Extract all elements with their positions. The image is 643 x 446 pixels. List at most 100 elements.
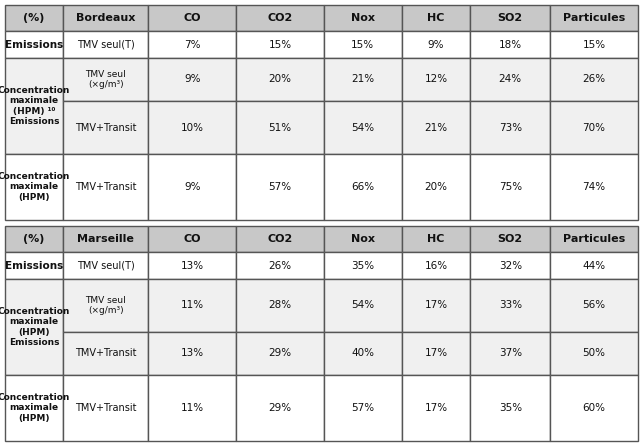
Text: 15%: 15% [583, 40, 606, 50]
Bar [550, 154, 638, 220]
Text: (%): (%) [24, 234, 45, 244]
Bar [63, 252, 148, 279]
Bar [324, 332, 401, 375]
Text: 35%: 35% [499, 403, 522, 413]
Bar [5, 5, 63, 31]
Bar [471, 101, 550, 154]
Bar [63, 154, 148, 220]
Bar [550, 101, 638, 154]
Bar [63, 58, 148, 101]
Text: 9%: 9% [428, 40, 444, 50]
Bar [148, 279, 236, 332]
Text: TMV+Transit: TMV+Transit [75, 123, 136, 132]
Bar [471, 279, 550, 332]
Text: 21%: 21% [424, 123, 448, 132]
Text: CO2: CO2 [267, 13, 293, 23]
Bar [236, 332, 324, 375]
Bar [550, 5, 638, 31]
Bar [401, 154, 471, 220]
Bar [324, 252, 401, 279]
Text: 10%: 10% [181, 123, 204, 132]
Bar [236, 154, 324, 220]
Bar [471, 101, 550, 154]
Text: 50%: 50% [583, 348, 606, 358]
Bar [401, 154, 471, 220]
Text: 13%: 13% [181, 348, 204, 358]
Bar [401, 31, 471, 58]
Bar [471, 154, 550, 220]
Text: Concentration
maximale
(HPM) ¹⁰
Emissions: Concentration maximale (HPM) ¹⁰ Emission… [0, 86, 70, 126]
Bar [148, 375, 236, 441]
Text: 18%: 18% [499, 40, 522, 50]
Bar [148, 332, 236, 375]
Text: Nox: Nox [351, 13, 375, 23]
Bar [5, 5, 63, 31]
Bar [5, 279, 63, 375]
Text: 11%: 11% [181, 403, 204, 413]
Bar [401, 332, 471, 375]
Bar [5, 154, 63, 220]
Text: 9%: 9% [184, 74, 201, 84]
Bar [324, 31, 401, 58]
Text: 29%: 29% [269, 403, 292, 413]
Text: CO: CO [183, 13, 201, 23]
Bar [5, 58, 63, 154]
Bar [401, 279, 471, 332]
Bar [5, 31, 63, 58]
Bar [5, 31, 63, 58]
Text: CO2: CO2 [267, 234, 293, 244]
Text: HC: HC [428, 234, 445, 244]
Bar [471, 332, 550, 375]
Bar [236, 58, 324, 101]
Bar [550, 58, 638, 101]
Bar [401, 252, 471, 279]
Bar [401, 279, 471, 332]
Bar [471, 226, 550, 252]
Bar [63, 332, 148, 375]
Bar [148, 5, 236, 31]
Bar [471, 31, 550, 58]
Text: Particules: Particules [563, 13, 625, 23]
Bar [471, 58, 550, 101]
Text: Concentration
maximale
(HPM): Concentration maximale (HPM) [0, 393, 70, 423]
Text: 57%: 57% [269, 182, 292, 192]
Bar [550, 279, 638, 332]
Bar [324, 332, 401, 375]
Bar [401, 332, 471, 375]
Bar [5, 375, 63, 441]
Bar [236, 101, 324, 154]
Bar [5, 252, 63, 279]
Bar [471, 375, 550, 441]
Text: 44%: 44% [583, 260, 606, 271]
Text: Marseille: Marseille [77, 234, 134, 244]
Bar [471, 279, 550, 332]
Bar [148, 101, 236, 154]
Bar [63, 375, 148, 441]
Bar [471, 375, 550, 441]
Text: TMV+Transit: TMV+Transit [75, 403, 136, 413]
Bar [63, 279, 148, 332]
Text: 26%: 26% [269, 260, 292, 271]
Bar [236, 31, 324, 58]
Text: HC: HC [428, 13, 445, 23]
Bar [148, 5, 236, 31]
Bar [324, 226, 401, 252]
Bar [550, 226, 638, 252]
Bar [324, 279, 401, 332]
Bar [401, 252, 471, 279]
Text: TMV+Transit: TMV+Transit [75, 348, 136, 358]
Text: 29%: 29% [269, 348, 292, 358]
Text: 17%: 17% [424, 348, 448, 358]
Text: 56%: 56% [583, 300, 606, 310]
Bar [324, 279, 401, 332]
Bar [550, 58, 638, 101]
Text: 11%: 11% [181, 300, 204, 310]
Text: 20%: 20% [269, 74, 292, 84]
Bar [148, 332, 236, 375]
Bar [550, 332, 638, 375]
Bar [63, 5, 148, 31]
Text: Emissions: Emissions [5, 40, 63, 50]
Bar [5, 279, 63, 375]
Bar [5, 252, 63, 279]
Bar [5, 226, 63, 252]
